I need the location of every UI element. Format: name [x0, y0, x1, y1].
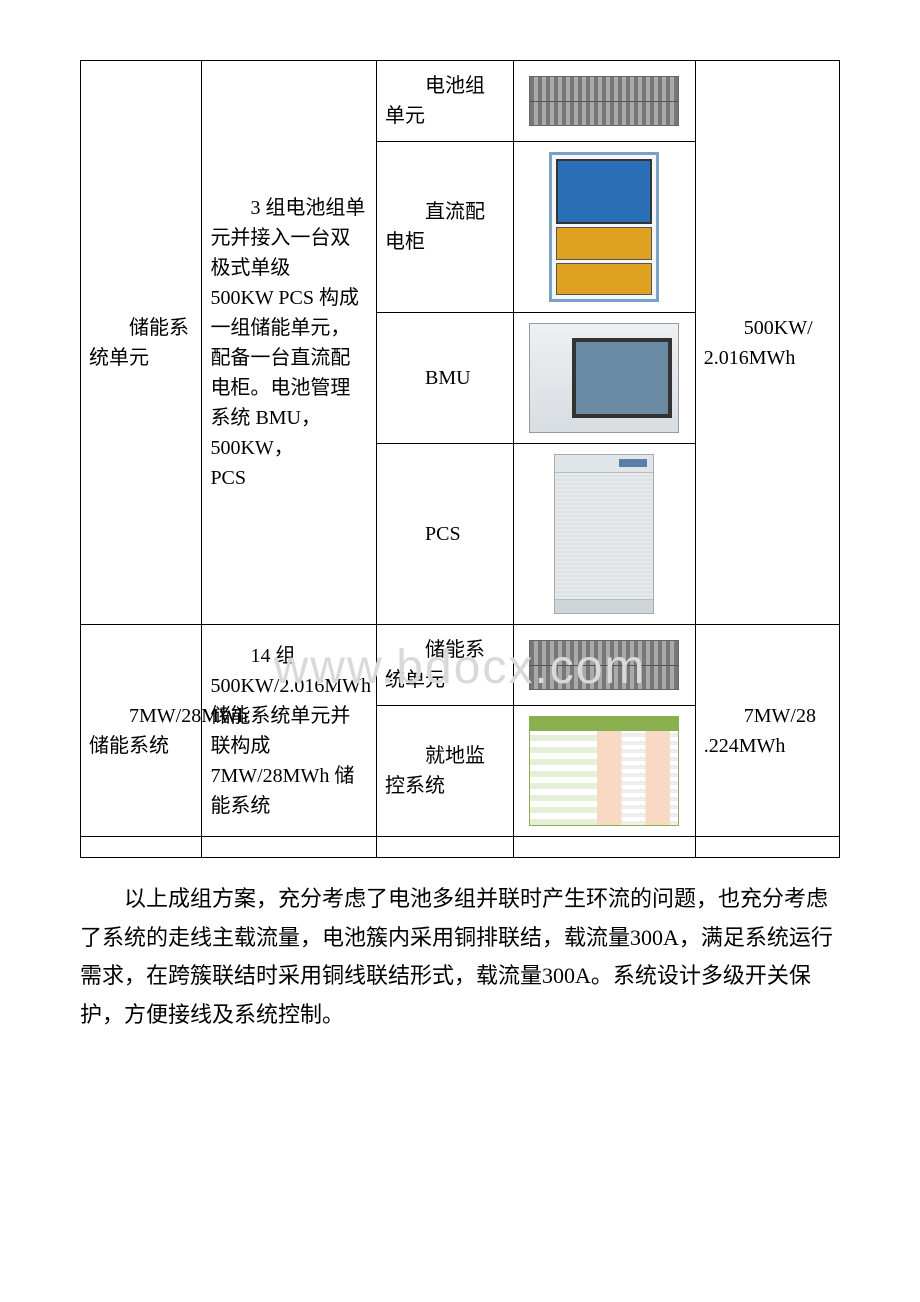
cell-text: 500KW/2.016MWh 储能系统单元并联构成: [210, 675, 371, 757]
cell-component-image: [513, 61, 695, 142]
cell-text: 储能系统单元: [89, 313, 193, 373]
cell-component-label: PCS: [377, 444, 514, 625]
cell-text: BMU，: [255, 407, 321, 429]
cell-text: 500KW，: [210, 437, 293, 459]
body-paragraph: 以上成组方案，充分考虑了电池多组并联时产生环流的问题，也充分考虑了系统的走线主载…: [80, 880, 840, 1034]
dc-cabinet-icon: [549, 152, 659, 302]
cell-text: PCS: [210, 467, 246, 489]
cell-capacity: 500KW/ 2.016MWh: [695, 61, 839, 625]
cell-system-name: 7MW/28MWh 储能系统: [81, 625, 202, 837]
cell-system-desc: 14 组 500KW/2.016MWh 储能系统单元并联构成 7MW/28MWh…: [202, 625, 377, 837]
cell-component-label: 储能系统单元: [377, 625, 514, 706]
cell-component-label: 就地监控系统: [377, 706, 514, 837]
cell-text: 7MW/28: [704, 701, 831, 731]
cell-system-unit-name: 储能系统单元: [81, 61, 202, 625]
cell-component-label: 电池组单元: [377, 61, 514, 142]
cell-system-unit-desc: 3 组电池组单元并接入一台双极式单级 500KW PCS 构成一组储能单元，配备…: [202, 61, 377, 625]
cell-text: 14 组: [210, 641, 368, 671]
cell-text: 就地监控系统: [385, 741, 505, 801]
cell-component-image: [513, 706, 695, 837]
cell-component-label: BMU: [377, 313, 514, 444]
cell-component-image: [513, 625, 695, 706]
cell-text: 储能系统单元: [385, 635, 505, 695]
cell-text: 7MW/28MWh 储能系统: [210, 765, 354, 817]
table-row: [81, 837, 840, 858]
cell-component-image: [513, 142, 695, 313]
cell-capacity: 7MW/28 .224MWh: [695, 625, 839, 837]
monitor-icon: [529, 716, 679, 826]
cell-text: .224MWh: [704, 735, 786, 757]
document-page: 储能系统单元 3 组电池组单元并接入一台双极式单级 500KW PCS 构成一组…: [0, 0, 920, 1116]
spec-table: 储能系统单元 3 组电池组单元并接入一台双极式单级 500KW PCS 构成一组…: [80, 60, 840, 858]
battery-pack-icon: [529, 76, 679, 126]
cell-text: 500KW/: [704, 313, 831, 343]
cell-component-image: [513, 444, 695, 625]
table-row: 7MW/28MWh 储能系统 14 组 500KW/2.016MWh 储能系统单…: [81, 625, 840, 706]
cell-text: 电池组单元: [385, 71, 505, 131]
cell-component-image: [513, 313, 695, 444]
cell-text: 3 组电池组单元并接入一台双极式单级: [210, 193, 368, 283]
cell-text: 2.016MWh: [704, 347, 796, 369]
bmu-icon: [529, 323, 679, 433]
cell-text: 7MW/28MWh 储能系统: [89, 701, 193, 761]
cell-text: BMU: [385, 363, 505, 393]
cell-text: PCS: [385, 519, 505, 549]
cell-text: 直流配电柜: [385, 197, 505, 257]
table-row: 储能系统单元 3 组电池组单元并接入一台双极式单级 500KW PCS 构成一组…: [81, 61, 840, 142]
pcs-icon: [554, 454, 654, 614]
battery-pack-icon: [529, 640, 679, 690]
cell-component-label: 直流配电柜: [377, 142, 514, 313]
